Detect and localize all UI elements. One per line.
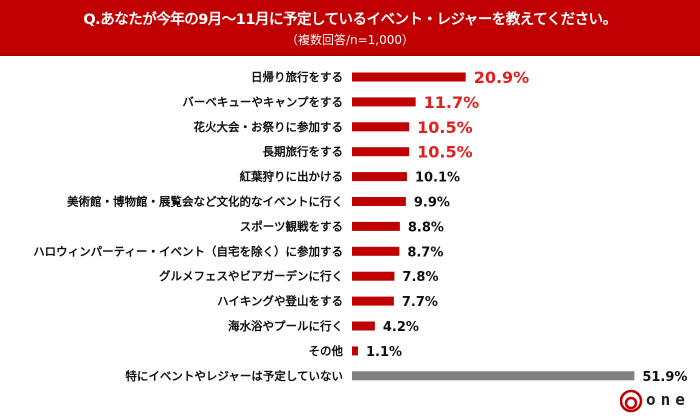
category-label: 紅葉狩りに出かける [240, 170, 344, 184]
bar [352, 147, 410, 157]
data-label: 10.5% [417, 118, 473, 137]
category-label: 美術館・博物館・展覧会など文化的なイベントに行く [67, 195, 343, 209]
bar [352, 172, 407, 182]
data-label: 1.1% [366, 345, 402, 360]
data-label: 7.7% [402, 295, 438, 310]
category-label: 特にイベントやレジャーは予定していない [125, 369, 343, 383]
bar [352, 197, 406, 206]
bar [352, 296, 394, 306]
bar [352, 122, 410, 132]
bar [352, 97, 416, 107]
data-label: 51.9% [642, 370, 687, 385]
category-label: ハイキングや登山をする [217, 294, 343, 308]
data-label: 20.9% [474, 68, 530, 87]
data-label: 10.1% [415, 171, 460, 186]
header-banner: Q.あなたが今年の9月～11月に予定しているイベント・レジャーを教えてください。… [0, 0, 700, 56]
category-label: 海水浴やプールに行く [228, 319, 343, 333]
bar [352, 246, 400, 256]
data-label: 10.5% [417, 143, 473, 162]
bar [352, 346, 358, 356]
bar [352, 221, 400, 231]
logo-text: one [646, 390, 690, 409]
data-label: 8.7% [407, 245, 443, 260]
bar [352, 271, 395, 281]
chart-subtitle: （複数回答/n=1,000） [285, 33, 415, 47]
data-label: 11.7% [424, 93, 480, 112]
bar [352, 321, 375, 331]
category-label: その他 [309, 344, 344, 358]
category-label: ハロウィンパーティー・イベント（自宅を除く）に参加する [33, 244, 343, 258]
chart-title: Q.あなたが今年の9月～11月に予定しているイベント・レジャーを教えてください。 [83, 12, 617, 28]
bar [352, 72, 466, 82]
category-label: 花火大会・お祭りに参加する [194, 120, 344, 134]
category-label: 日帰り旅行をする [251, 70, 343, 84]
logo-icon [619, 389, 643, 413]
bar [352, 371, 635, 381]
category-label: 長期旅行をする [263, 145, 344, 159]
category-label: グルメフェスやビアガーデンに行く [159, 269, 343, 283]
data-label: 9.9% [414, 196, 450, 211]
category-label: スポーツ観戦をする [240, 219, 343, 233]
data-label: 4.2% [383, 320, 419, 335]
category-label: バーベキューやキャンプをする [182, 95, 343, 109]
data-label: 8.8% [408, 220, 444, 235]
brand-logo: one [619, 388, 700, 414]
data-label: 7.8% [402, 270, 438, 285]
